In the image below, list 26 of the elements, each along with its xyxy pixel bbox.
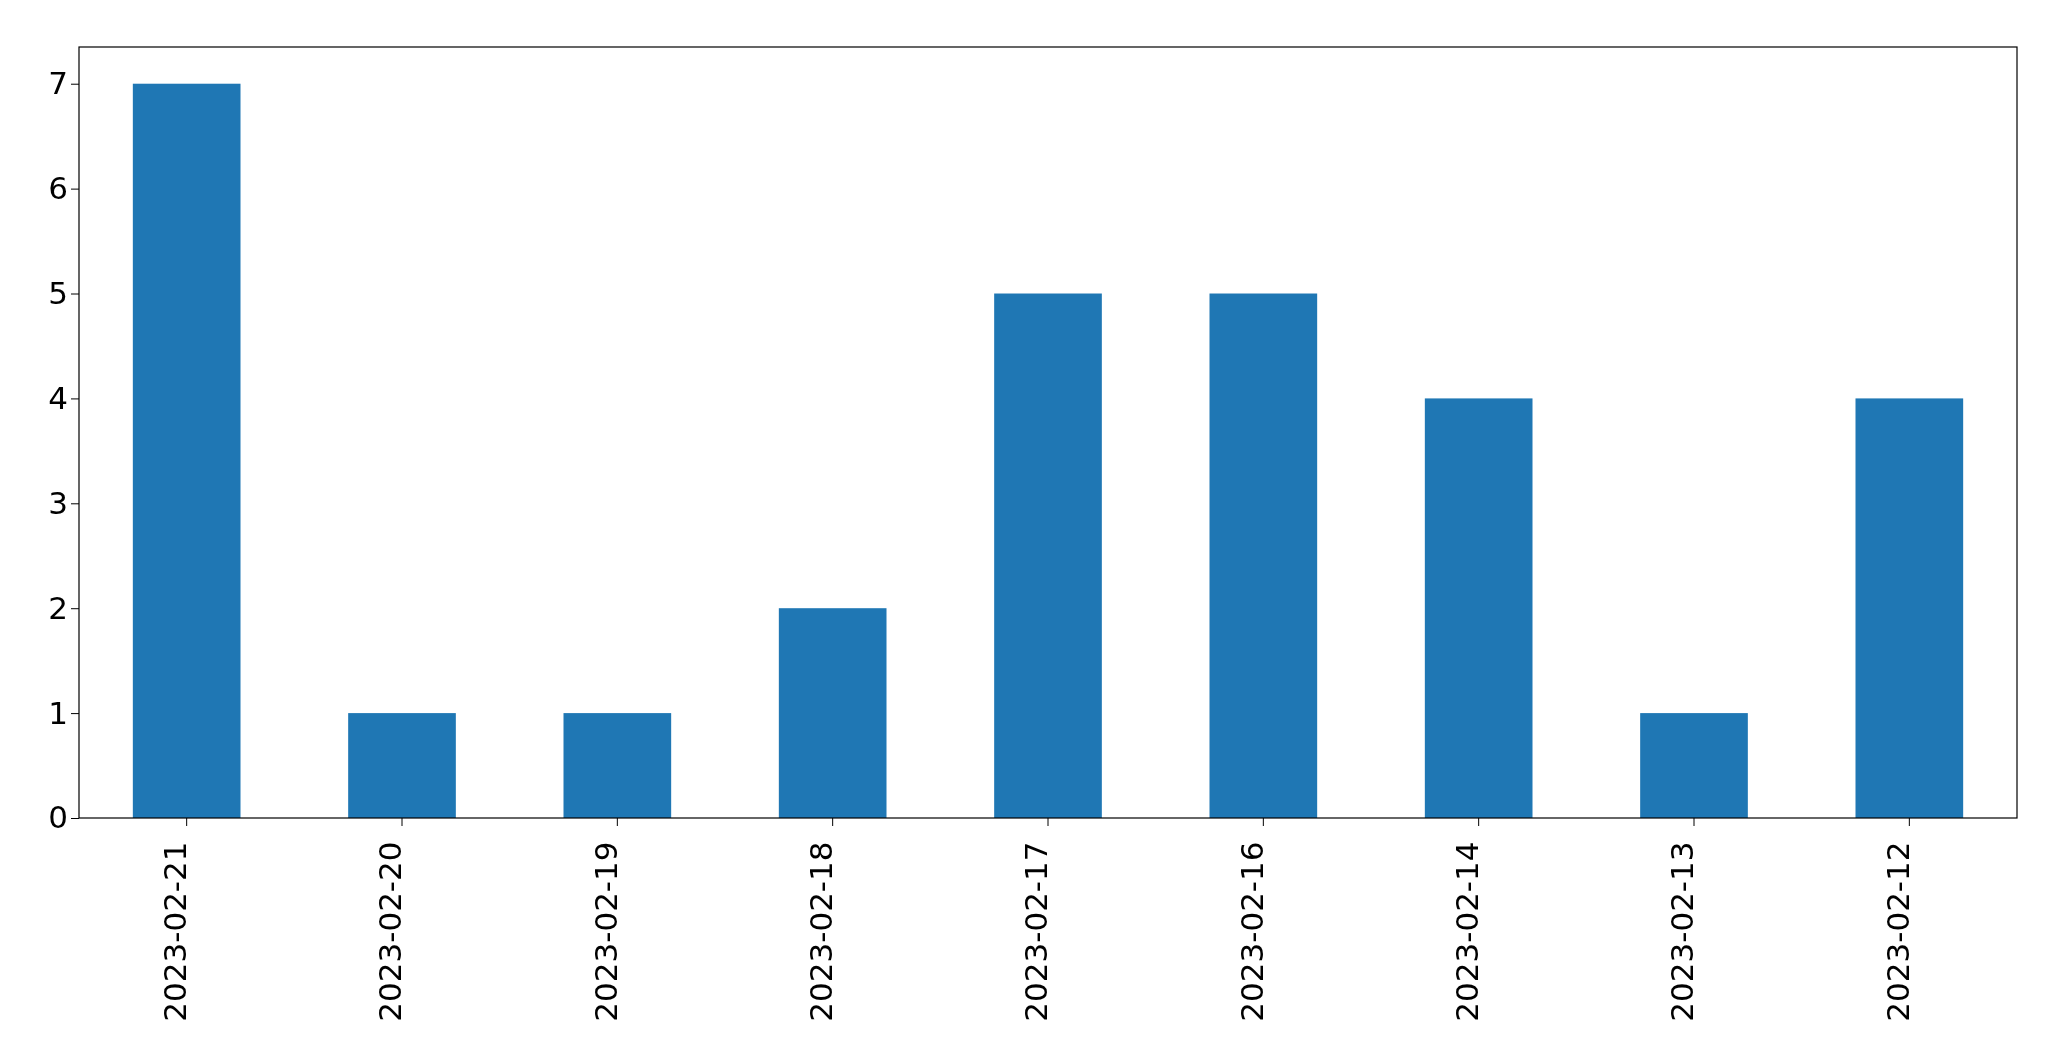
x-tick-label: 2023-02-18 [802,841,839,1022]
bar [1640,713,1748,818]
x-tick-label: 2023-02-21 [156,841,193,1022]
x-tick-label: 2023-02-12 [1879,841,1916,1022]
bar [994,293,1102,818]
y-tick-label: 6 [48,170,68,207]
x-tick-label: 2023-02-14 [1448,841,1485,1022]
bar [132,83,241,818]
x-tick-label: 2023-02-17 [1018,841,1055,1022]
y-tick-label: 1 [48,694,68,731]
x-tick-label: 2023-02-16 [1233,841,1270,1022]
y-tick-label: 4 [48,379,68,416]
x-tick-label: 2023-02-19 [587,841,624,1022]
bar [778,608,887,818]
x-tick-label: 2023-02-13 [1664,841,1701,1022]
x-tick-label: 2023-02-20 [372,841,409,1022]
bar [1855,398,1964,818]
y-tick-label: 5 [48,274,68,311]
y-tick-label: 2 [48,589,68,626]
bar [348,713,456,818]
y-tick-label: 7 [48,65,68,102]
bar [1424,398,1533,818]
y-tick-label: 0 [48,799,68,836]
bar [563,713,672,818]
bar [1209,293,1318,818]
y-tick-label: 3 [48,484,68,521]
